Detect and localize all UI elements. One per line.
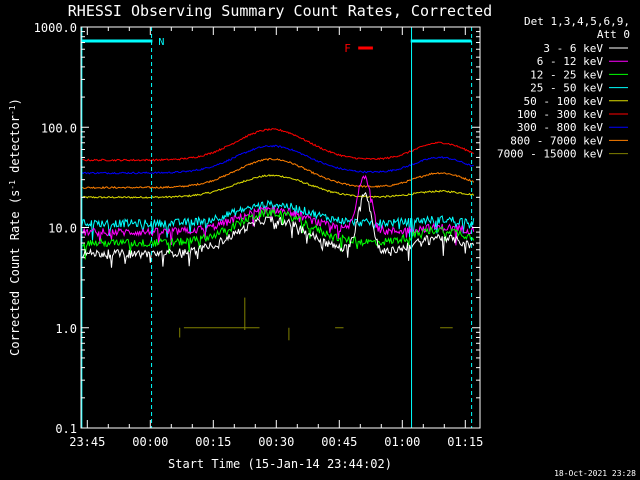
- y-tick-label: 0.1: [55, 422, 77, 436]
- legend-header-attenuator: Att 0: [597, 28, 630, 41]
- series-line-12-25-: [80, 208, 475, 260]
- axes-layer: 1000.0 100.0 10.0 1.0 0.123:45 00:00 00:15 00:3…: [34, 21, 484, 449]
- chart-title: RHESSI Observing Summary Count Rates, Co…: [68, 2, 492, 20]
- y-axis-label-part-1: Corrected Count Rate (s: [8, 190, 22, 356]
- y-tick-label: 10.0: [48, 222, 77, 236]
- y-tick-label: 1000.0: [34, 21, 77, 35]
- series-line-300-800-: [80, 144, 474, 175]
- series-line-6-12-: [80, 174, 475, 246]
- legend-label: 25 - 50 keV: [530, 82, 603, 95]
- plot-lines-layer: [80, 128, 475, 341]
- series-line-800-7000-: [81, 157, 475, 190]
- x-tick-label: 00:15: [195, 435, 231, 449]
- y-tick-label: 1.0: [55, 322, 77, 336]
- legend-label: 3 - 6 keV: [543, 42, 603, 55]
- x-tick-label: 00:00: [132, 435, 168, 449]
- series-line-25-50-: [80, 199, 475, 241]
- x-tick-label: 01:15: [447, 435, 483, 449]
- legend-label: 7000 - 15000 keV: [497, 148, 603, 161]
- series-line-50-100-: [80, 174, 475, 199]
- legend-label: 50 - 100 keV: [524, 95, 604, 108]
- y-axis-label-superscript-1: -1: [8, 180, 17, 190]
- legend-label: 800 - 7000 keV: [510, 134, 603, 147]
- y-tick-label: 100.0: [41, 121, 77, 135]
- x-tick-label: 00:30: [258, 435, 294, 449]
- y-axis-label: Corrected Count Rate (s-1 detector-1): [8, 98, 22, 356]
- night-bar-label: N: [158, 37, 164, 48]
- legend-label: 100 - 300 keV: [517, 108, 603, 121]
- legend-label: 6 - 12 keV: [537, 55, 604, 68]
- series-line-100-300-: [80, 128, 474, 162]
- x-tick-label: 23:45: [69, 435, 105, 449]
- legend-label: 12 - 25 keV: [530, 68, 603, 81]
- y-axis-label-part-3: ): [8, 98, 22, 105]
- legend-label: 300 - 800 keV: [517, 121, 603, 134]
- footer-date: 18-Oct-2021 23:28: [554, 469, 636, 478]
- x-tick-label: 00:45: [321, 435, 357, 449]
- x-axis-label: Start Time (15-Jan-14 23:44:02): [168, 457, 392, 471]
- y-axis-label-part-2: detector: [8, 115, 22, 180]
- y-axis-label-superscript-2: -1: [8, 105, 17, 115]
- x-tick-label: 01:00: [384, 435, 420, 449]
- flare-label: F: [344, 42, 351, 55]
- legend-header-detectors: Det 1,3,4,5,6,9,: [524, 15, 630, 28]
- series-line-3-6-: [80, 191, 475, 268]
